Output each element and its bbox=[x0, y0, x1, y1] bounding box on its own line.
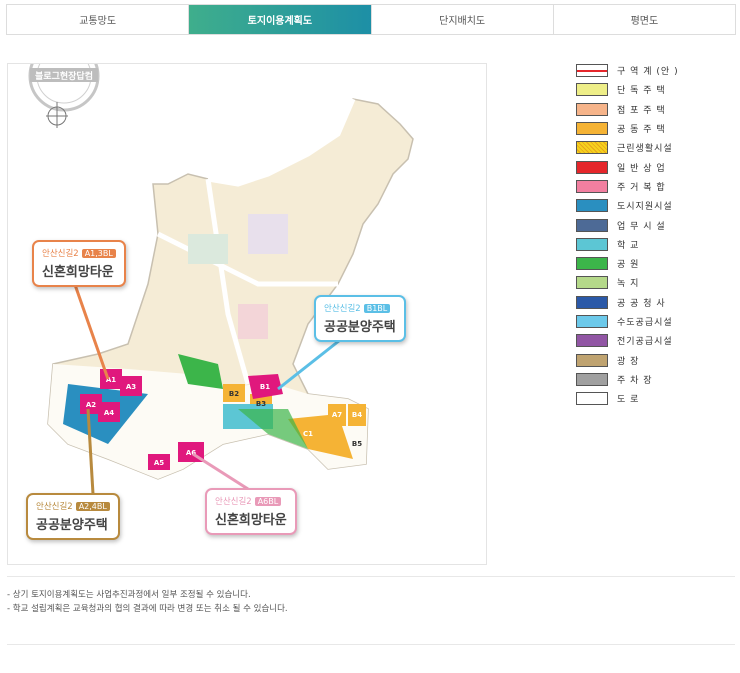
legend-swatch bbox=[576, 199, 608, 213]
legend-label: 근린생활시설 bbox=[617, 144, 673, 155]
legend-label: 단 독 주 택 bbox=[617, 86, 666, 97]
legend-swatch bbox=[576, 83, 608, 97]
block-label: B1 bbox=[260, 383, 270, 391]
block-label: A1 bbox=[106, 376, 116, 384]
legend-label: 전기공급시설 bbox=[617, 337, 673, 348]
callout-title: 신혼희망타운 bbox=[215, 513, 287, 528]
legend-swatch bbox=[576, 179, 608, 193]
legend-item: 도시지원시설 bbox=[576, 196, 679, 215]
compass-icon bbox=[46, 102, 68, 128]
legend-label: 광 장 bbox=[617, 356, 640, 367]
note-item: - 상기 토지이용계획도는 사업추진과정에서 일부 조정될 수 있습니다. bbox=[7, 590, 251, 600]
legend-item: 광 장 bbox=[576, 350, 679, 369]
legend-item: 근린생활시설 bbox=[576, 138, 679, 157]
block-label: B2 bbox=[229, 390, 239, 398]
legend-swatch bbox=[576, 334, 608, 348]
legend-swatch bbox=[576, 64, 608, 78]
callout-tag: A6BL bbox=[254, 496, 282, 506]
callout-tag: A1,3BL bbox=[81, 248, 116, 258]
legend-item: 일 반 상 업 bbox=[576, 157, 679, 176]
callout-tag: A2,4BL bbox=[75, 501, 110, 511]
legend-label: 공 원 bbox=[617, 260, 640, 271]
legend-item: 학 교 bbox=[576, 235, 679, 254]
legend-swatch bbox=[576, 141, 608, 155]
divider bbox=[7, 576, 735, 577]
legend-swatch bbox=[576, 372, 608, 386]
watermark-text: 블로그현장답컴 bbox=[35, 70, 93, 82]
legend-item: 주 거 복 합 bbox=[576, 177, 679, 196]
notes: - 상기 토지이용계획도는 사업추진과정에서 일부 조정될 수 있습니다. - … bbox=[7, 588, 288, 616]
block-label: A6 bbox=[186, 449, 196, 457]
callout-a6: 안산신길2 A6BL 신혼희망타운 bbox=[205, 488, 297, 535]
legend-label: 점 포 주 택 bbox=[617, 105, 666, 116]
legend-swatch bbox=[576, 237, 608, 251]
legend-label: 업 무 시 설 bbox=[617, 221, 666, 232]
map-graphic: 블로그현장답컴 A1 A2 A3 bbox=[28, 40, 414, 495]
legend-swatch bbox=[576, 257, 608, 271]
legend-label: 주 차 장 bbox=[617, 375, 653, 386]
legend-label: 구 역 계 (안 ) bbox=[617, 67, 679, 78]
legend-item: 구 역 계 (안 ) bbox=[576, 61, 679, 80]
legend-item: 공 동 주 택 bbox=[576, 119, 679, 138]
callout-a2-a4: 안산신길2 A2,4BL 공공분양주택 bbox=[26, 493, 120, 540]
watermark-stamp: 블로그현장답컴 bbox=[28, 40, 100, 112]
legend-swatch bbox=[576, 392, 608, 406]
block-label: C1 bbox=[303, 430, 313, 438]
land-use-map: 블로그현장답컴 A1 A2 A3 bbox=[7, 40, 487, 565]
legend-label: 녹 지 bbox=[617, 279, 640, 290]
callout-title: 신혼희망타운 bbox=[42, 265, 114, 280]
legend-swatch bbox=[576, 122, 608, 136]
legend-swatch bbox=[576, 102, 608, 116]
block-label: A7 bbox=[332, 411, 342, 419]
legend-label: 공 동 주 택 bbox=[617, 125, 666, 136]
legend-label: 학 교 bbox=[617, 240, 640, 251]
legend-label: 도시지원시설 bbox=[617, 202, 673, 213]
legend-item: 녹 지 bbox=[576, 273, 679, 292]
callout-prefix: 안산신길2 bbox=[215, 497, 252, 507]
tab-land-use[interactable]: 토지이용계획도 bbox=[189, 5, 372, 34]
tab-traffic[interactable]: 교통망도 bbox=[7, 5, 190, 34]
block-label: B4 bbox=[352, 411, 362, 419]
legend-item: 공 공 청 사 bbox=[576, 293, 679, 312]
block-label: A4 bbox=[104, 409, 114, 417]
callout-title: 공공분양주택 bbox=[36, 518, 108, 533]
legend-swatch bbox=[576, 276, 608, 290]
legend-swatch bbox=[576, 160, 608, 174]
legend-item: 주 차 장 bbox=[576, 370, 679, 389]
legend-swatch bbox=[576, 353, 608, 367]
legend-swatch bbox=[576, 218, 608, 232]
legend-item: 도 로 bbox=[576, 389, 679, 408]
legend-label: 공 공 청 사 bbox=[617, 298, 666, 309]
block-label: A2 bbox=[86, 401, 96, 409]
legend-swatch bbox=[576, 315, 608, 328]
callout-b1: 안산신길2 B1BL 공공분양주택 bbox=[314, 295, 406, 342]
legend-item: 공 원 bbox=[576, 254, 679, 273]
legend-label: 수도공급시설 bbox=[617, 318, 673, 328]
note-item: - 학교 설립계획은 교육청과의 협의 결과에 따라 변경 또는 취소 될 수 … bbox=[7, 604, 288, 614]
block-label: B3 bbox=[256, 400, 266, 408]
callout-prefix: 안산신길2 bbox=[36, 502, 73, 512]
tab-floor-plan[interactable]: 평면도 bbox=[553, 5, 735, 34]
callout-title: 공공분양주택 bbox=[324, 320, 396, 335]
tab-site-layout[interactable]: 단지배치도 bbox=[371, 5, 554, 34]
tab-bar: 교통망도 토지이용계획도 단지배치도 평면도 bbox=[6, 4, 736, 35]
legend-item: 업 무 시 설 bbox=[576, 215, 679, 234]
callout-prefix: 안산신길2 bbox=[324, 304, 361, 314]
legend-label: 주 거 복 합 bbox=[617, 182, 666, 193]
block-label: A3 bbox=[126, 383, 136, 391]
divider bbox=[7, 644, 735, 645]
legend-swatch bbox=[576, 295, 608, 309]
block-label: A5 bbox=[154, 459, 164, 467]
legend-label: 일 반 상 업 bbox=[617, 163, 666, 174]
callout-a1-a3: 안산신길2 A1,3BL 신혼희망타운 bbox=[32, 240, 126, 287]
callout-tag: B1BL bbox=[363, 303, 391, 313]
block-label: B5 bbox=[352, 440, 362, 448]
legend-item: 점 포 주 택 bbox=[576, 100, 679, 119]
legend-item: 수도공급시설 bbox=[576, 312, 679, 331]
callout-prefix: 안산신길2 bbox=[42, 249, 79, 259]
legend-item: 전기공급시설 bbox=[576, 331, 679, 350]
legend-item: 단 독 주 택 bbox=[576, 80, 679, 99]
legend-label: 도 로 bbox=[617, 395, 640, 406]
